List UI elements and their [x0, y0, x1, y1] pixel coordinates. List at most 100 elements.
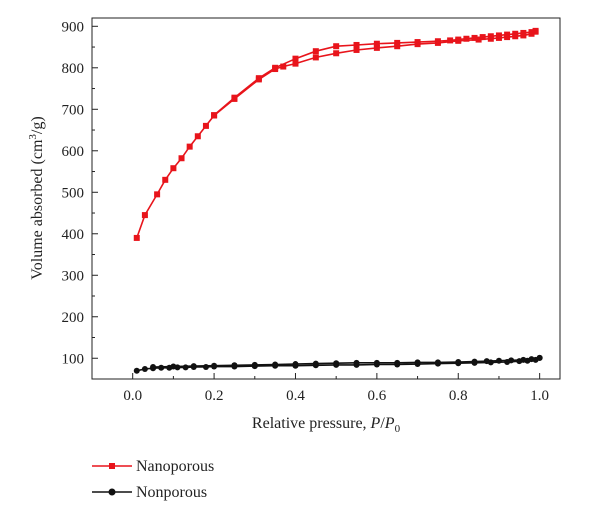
x-tick-label: 0.4 — [286, 388, 305, 404]
nanoporous-desorption-point — [471, 34, 478, 41]
nanoporous-adsorption-point — [353, 46, 360, 53]
nonporous-desorption-point — [483, 358, 490, 365]
y-tick-label: 700 — [62, 102, 85, 118]
nanoporous-adsorption-point — [475, 36, 482, 43]
nonporous-adsorption-point — [141, 366, 148, 373]
nonporous-desorption-point — [495, 357, 502, 364]
nanoporous-adsorption-point — [373, 44, 380, 51]
nanoporous-desorption-point — [447, 37, 454, 44]
nonporous-desorption-point — [434, 359, 441, 366]
nonporous-desorption-point — [414, 359, 421, 366]
nanoporous-adsorption-point — [178, 155, 185, 162]
nanoporous-adsorption-point — [280, 63, 287, 70]
x-axis-title: Relative pressure, P/P0 — [252, 415, 401, 435]
nanoporous-desorption-point — [495, 32, 502, 39]
x-axis-title-subscript: 0 — [395, 423, 401, 435]
nonporous-desorption-point — [150, 363, 157, 370]
y-tick-label: 100 — [62, 351, 85, 367]
y-axis-title: Volume absorbed (cm3/g) — [27, 116, 46, 279]
nonporous-desorption-point — [170, 363, 177, 370]
nanoporous-desorption-point — [528, 29, 535, 36]
legend-nanoporous-marker — [109, 463, 115, 469]
nonporous-desorption-point — [353, 359, 360, 366]
nanoporous-desorption-point — [463, 35, 470, 42]
x-tick-label: 0.0 — [123, 388, 142, 404]
nanoporous-desorption-point — [272, 64, 279, 71]
nonporous-adsorption-point — [182, 364, 189, 371]
nanoporous-adsorption-point — [333, 50, 340, 57]
y-axis-title-unit-tail: /g) — [29, 116, 46, 134]
nonporous-desorption-point — [251, 361, 258, 368]
legend-nanoporous-label: Nanoporous — [136, 458, 214, 475]
x-axis-title-p0: P — [384, 415, 395, 432]
nanoporous-desorption-point — [487, 33, 494, 40]
nanoporous-desorption-point — [520, 29, 527, 36]
y-axis: 100 200 300 400 500 600 700 800 900 — [62, 19, 98, 380]
x-axis: 0.0 0.2 0.4 0.6 0.8 1.0 — [91, 373, 549, 404]
nonporous-desorption-point — [394, 359, 401, 366]
nonporous-desorption-point — [312, 360, 319, 367]
x-axis-title-p: P — [370, 415, 381, 432]
nanoporous-adsorption-point — [154, 191, 161, 198]
nanoporous-adsorption-point — [133, 234, 140, 241]
legend-nonporous-label: Nonporous — [136, 484, 207, 501]
nonporous-desorption-point — [528, 356, 535, 363]
nanoporous-adsorption-point — [292, 60, 299, 67]
nanoporous-adsorption-point — [394, 43, 401, 50]
nonporous-desorption-point — [231, 362, 238, 369]
nanoporous-desorption-point — [504, 31, 511, 38]
nanoporous-desorption-point — [255, 75, 262, 82]
nonporous-desorption-point — [508, 357, 515, 364]
nonporous-desorption-point — [211, 362, 218, 369]
nanoporous-desorption-point — [532, 27, 539, 34]
y-tick-label: 800 — [62, 61, 85, 77]
nonporous-desorption-point — [373, 359, 380, 366]
y-tick-label: 500 — [62, 185, 85, 201]
nanoporous-adsorption-point — [186, 143, 193, 150]
nonporous-desorption-point — [272, 361, 279, 368]
nanoporous-desorption-point — [333, 43, 340, 50]
y-axis-title-superscript: 3 — [27, 134, 39, 140]
nanoporous-desorption-point — [211, 112, 218, 119]
nonporous-desorption-point — [190, 363, 197, 370]
nanoporous-desorption-point — [353, 41, 360, 48]
nonporous-desorption-point — [455, 358, 462, 365]
nonporous-desorption-point — [292, 361, 299, 368]
nonporous-desorption-point — [471, 358, 478, 365]
nonporous-adsorption-point — [158, 364, 165, 371]
nanoporous-desorption-point — [455, 36, 462, 43]
x-tick-label: 0.2 — [205, 388, 224, 404]
nanoporous-desorption-point — [292, 55, 299, 62]
nanoporous-desorption-point — [414, 39, 421, 46]
nanoporous-adsorption-point — [162, 176, 169, 183]
nonporous-desorption-point — [333, 360, 340, 367]
y-tick-label: 400 — [62, 227, 85, 243]
nanoporous-desorption-point — [479, 34, 486, 41]
nanoporous-desorption-point — [373, 40, 380, 47]
nanoporous-desorption-point — [312, 48, 319, 55]
series-layer — [133, 27, 543, 374]
nonporous-adsorption-point — [133, 367, 140, 374]
nonporous-desorption-point — [520, 356, 527, 363]
legend-nonporous-marker — [108, 488, 116, 496]
nanoporous-desorption-point — [394, 39, 401, 46]
nonporous-adsorption-point — [202, 363, 209, 370]
nanoporous-desorption-point — [512, 30, 519, 37]
legend: Nanoporous Nonporous — [92, 458, 214, 501]
plot-frame — [91, 17, 561, 380]
nanoporous-desorption-point — [231, 94, 238, 101]
x-tick-label: 1.0 — [530, 388, 549, 404]
nanoporous-adsorption-point — [141, 212, 148, 219]
nanoporous-adsorption-point — [170, 165, 177, 172]
y-tick-label: 200 — [62, 310, 85, 326]
x-tick-label: 0.8 — [449, 388, 468, 404]
nanoporous-adsorption-point — [194, 133, 201, 140]
nanoporous-adsorption-point — [202, 122, 209, 129]
y-tick-label: 600 — [62, 144, 85, 160]
y-tick-label: 900 — [62, 19, 85, 35]
nanoporous-desorption-point — [434, 38, 441, 45]
x-tick-label: 0.6 — [367, 388, 386, 404]
nanoporous-adsorption-point — [312, 54, 319, 61]
y-tick-label: 300 — [62, 268, 85, 284]
